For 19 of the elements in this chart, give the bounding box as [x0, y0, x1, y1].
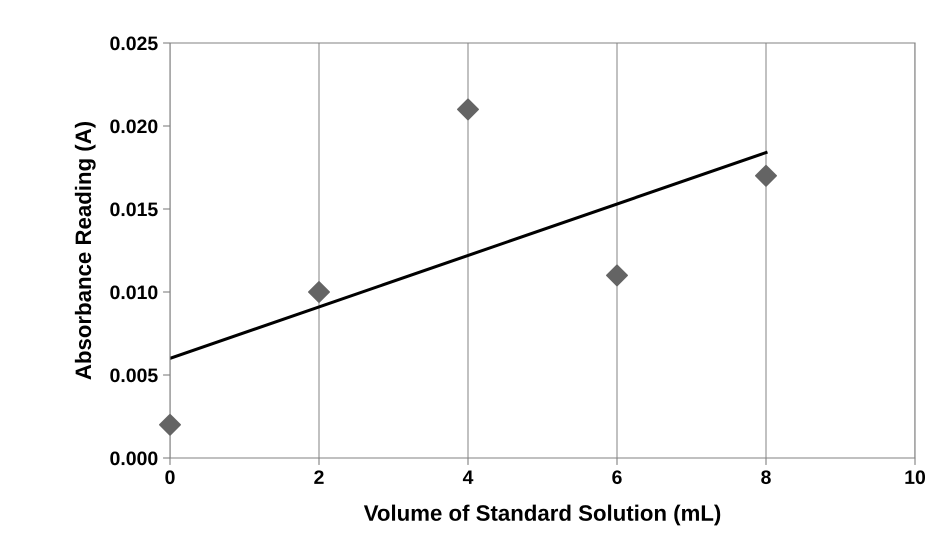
point	[457, 98, 479, 120]
y-axis-title: Absorbance Reading (A)	[74, 122, 96, 380]
y-tick-label: 0.020	[110, 119, 158, 134]
y-tick-label: 0.000	[110, 451, 158, 466]
x-tick-label: 0	[165, 470, 175, 484]
x-tick-label: 10	[905, 470, 926, 484]
x-tick-label: 6	[612, 470, 622, 484]
x-tick-label: 8	[761, 470, 771, 484]
x-tick-label: 4	[462, 470, 474, 484]
point	[606, 264, 628, 286]
point	[755, 164, 777, 187]
y-tick-label: 0.025	[110, 36, 158, 50]
point	[159, 414, 181, 436]
y-tick-label: 0.010	[110, 285, 158, 300]
x-axis-title: Volume of Standard Solution (mL)	[364, 504, 720, 526]
x-tick-label: 2	[314, 470, 324, 484]
y-tick-label: 0.015	[110, 202, 158, 216]
point	[308, 281, 330, 303]
y-tick-label: 0.005	[110, 368, 158, 382]
